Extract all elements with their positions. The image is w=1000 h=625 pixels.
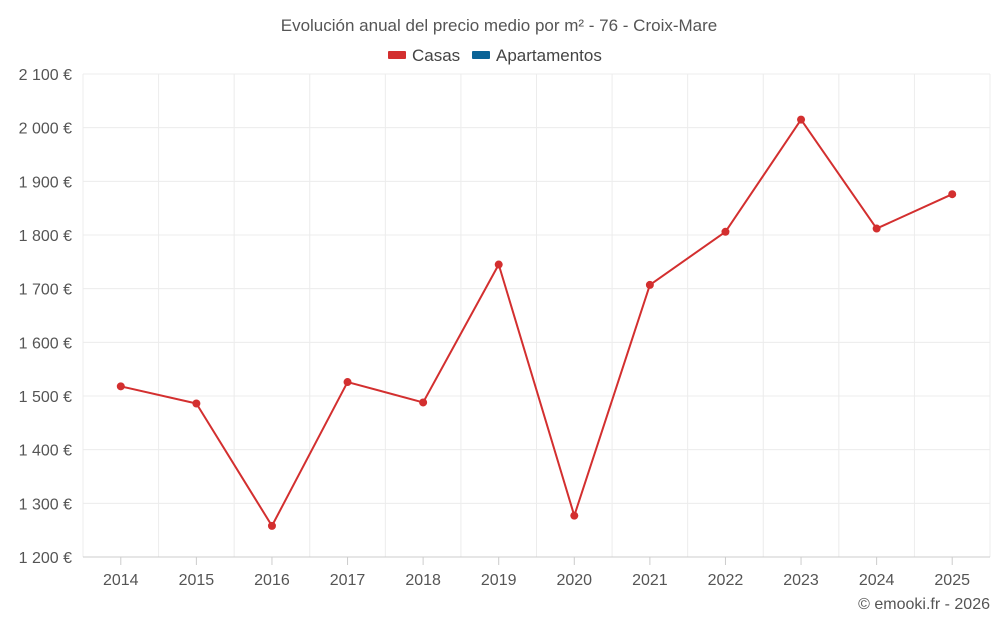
data-point[interactable] [343,378,352,387]
y-tick-label: 1 600 € [19,335,72,352]
data-point[interactable] [570,511,579,520]
x-tick-label: 2016 [254,572,290,589]
data-point[interactable] [872,224,881,233]
legend-swatch [388,51,406,59]
grid [82,73,991,558]
x-tick-label: 2018 [405,572,441,589]
legend-label: Casas [412,46,460,65]
legend-swatch [472,51,490,59]
x-tick-label: 2015 [179,572,215,589]
y-tick-label: 1 800 € [19,228,72,245]
data-point[interactable] [116,382,125,391]
data-point[interactable] [419,398,428,407]
y-tick-label: 2 000 € [19,121,72,138]
y-tick-label: 1 400 € [19,443,72,460]
series-layer [116,115,957,530]
axes: 1 200 € 1 300 € 1 400 € 1 500 € 1 600 € 1 700… [19,67,990,589]
x-tick-label: 2021 [632,572,668,589]
data-point[interactable] [494,260,503,269]
legend-label: Apartamentos [496,46,602,65]
y-tick-label: 1 500 € [19,389,72,406]
x-tick-label: 2022 [708,572,744,589]
y-tick-label: 2 100 € [19,67,72,84]
legend-item-casas[interactable]: Casas [388,46,460,65]
x-tick-label: 2014 [103,572,139,589]
legend: Casas Apartamentos [388,46,602,65]
x-tick-label: 2019 [481,572,517,589]
x-tick-label: 2023 [783,572,819,589]
y-tick-label: 1 700 € [19,282,72,299]
data-point[interactable] [192,399,201,408]
x-tick-label: 2017 [330,572,366,589]
credit-text: © emooki.fr - 2026 [858,596,990,613]
y-tick-label: 1 200 € [19,550,72,567]
data-point[interactable] [948,190,957,199]
legend-item-apartamentos[interactable]: Apartamentos [472,46,602,65]
chart-title: Evolución anual del precio medio por m² … [281,16,718,35]
y-tick-label: 1 300 € [19,496,72,513]
y-tick-label: 1 900 € [19,174,72,191]
series-line-casas [120,118,953,527]
x-tick-label: 2020 [556,572,592,589]
data-point[interactable] [797,115,806,124]
x-tick-label: 2024 [859,572,895,589]
data-point[interactable] [645,280,654,289]
data-point[interactable] [721,227,730,236]
data-point[interactable] [267,521,276,530]
x-tick-label: 2025 [934,572,970,589]
